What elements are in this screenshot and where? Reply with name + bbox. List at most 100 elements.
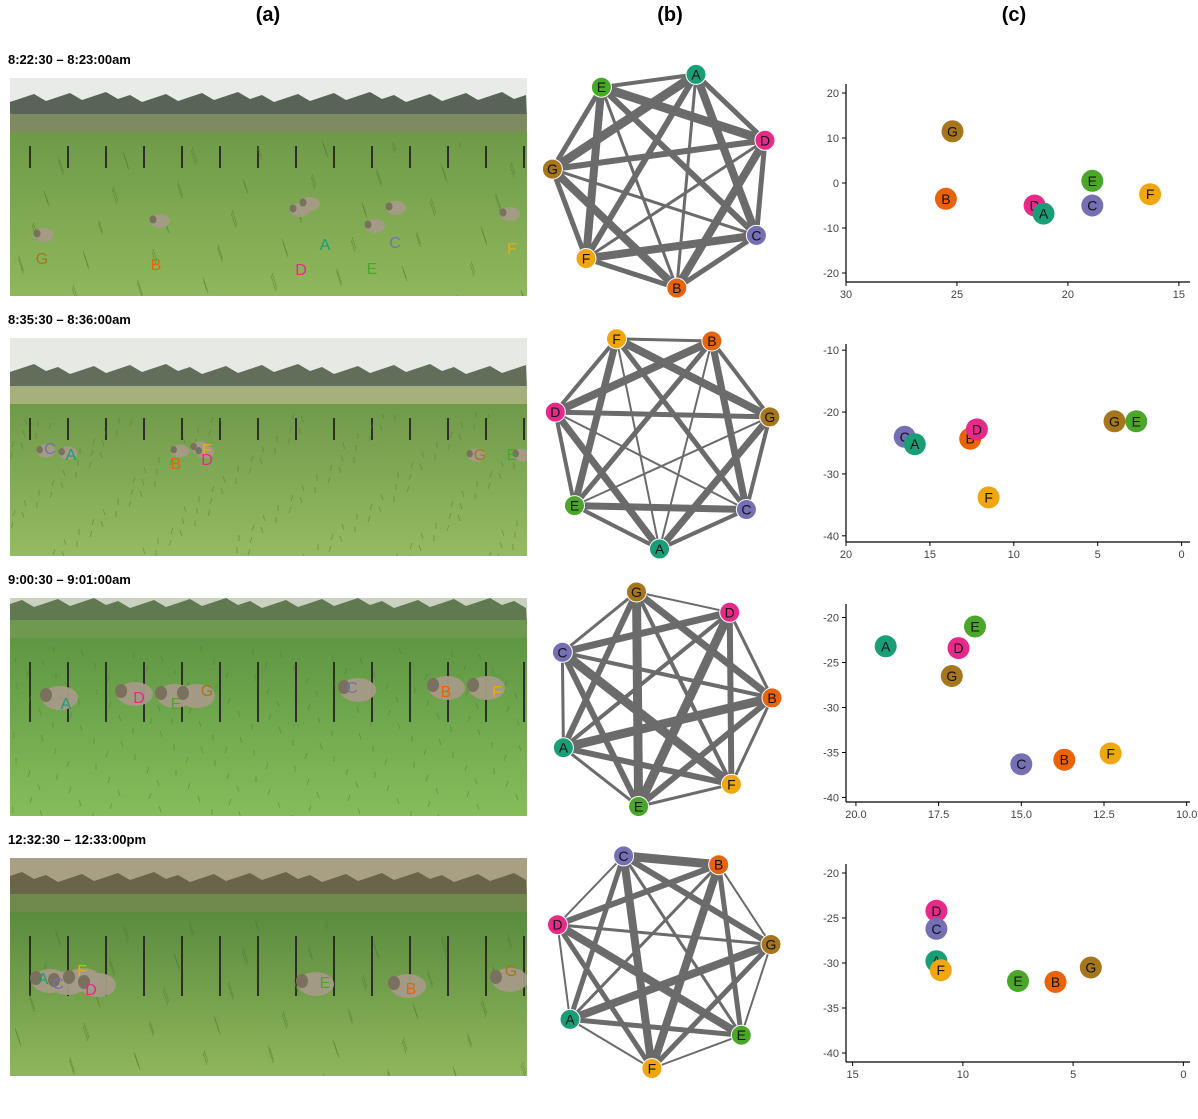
y-tick-label: -25 xyxy=(823,913,839,925)
photo-label: A xyxy=(320,237,331,254)
network-edge xyxy=(753,137,768,238)
x-tick-label: 17.5 xyxy=(928,809,949,821)
network-edge xyxy=(558,608,734,656)
photo-label: D xyxy=(295,262,307,279)
network-node: A xyxy=(649,538,670,560)
y-tick-label: -35 xyxy=(823,1003,839,1015)
network-edge xyxy=(635,694,775,810)
svg-text:F: F xyxy=(612,331,621,347)
y-tick-label: 10 xyxy=(827,133,839,145)
photo-label: G xyxy=(505,963,517,980)
network-edge xyxy=(726,609,735,788)
x-tick-label: 20 xyxy=(840,549,852,561)
network-edge xyxy=(571,335,620,510)
svg-text:G: G xyxy=(947,123,958,139)
network-edge xyxy=(550,167,758,237)
network-edge xyxy=(556,923,571,1021)
network-node: B xyxy=(708,854,730,876)
photo-label: G xyxy=(474,447,486,464)
y-tick-label: -30 xyxy=(823,703,839,715)
svg-text:A: A xyxy=(910,436,920,452)
svg-text:B: B xyxy=(767,690,776,706)
scatter-plot: -20-25-30-35-40151050DCAFEBG xyxy=(800,854,1198,1114)
network-graph: A D C B F G E xyxy=(540,56,800,306)
scatter-plot: 20 10 0 -10 -20 30 25 20 15 G B D A C E F xyxy=(800,74,1198,334)
scatter-point-A: A xyxy=(903,433,926,456)
svg-text:F: F xyxy=(582,251,591,267)
x-tick-label: 0 xyxy=(1179,549,1185,561)
scatter-point-D: D xyxy=(965,418,988,441)
network-node: E xyxy=(628,796,650,817)
network-node: F xyxy=(720,773,742,795)
network-edge xyxy=(551,408,663,553)
network-edge xyxy=(568,863,721,1021)
network-edge xyxy=(555,922,655,1071)
network-edge xyxy=(571,502,750,513)
svg-text:F: F xyxy=(648,1061,657,1077)
network-edge xyxy=(619,851,656,1073)
network-edge xyxy=(559,649,642,810)
network-edge xyxy=(569,1018,653,1070)
scatter-point-A: A xyxy=(874,635,897,658)
photo-label: B xyxy=(406,981,417,998)
network-node: D xyxy=(547,914,568,936)
svg-text:B: B xyxy=(1060,752,1069,768)
svg-text:E: E xyxy=(597,79,606,95)
network-edge xyxy=(549,84,604,172)
svg-text:C: C xyxy=(1087,198,1097,214)
svg-text:A: A xyxy=(565,1011,575,1027)
network-edge xyxy=(560,650,774,700)
network-edge xyxy=(558,693,777,753)
svg-text:F: F xyxy=(1106,745,1115,761)
svg-text:A: A xyxy=(881,638,891,654)
x-tick-label: 15.0 xyxy=(1011,809,1032,821)
x-tick-label: 10.0 xyxy=(1176,809,1197,821)
network-edge xyxy=(561,610,732,750)
network-edge xyxy=(692,70,761,240)
network-edge xyxy=(633,588,776,702)
photo-label: A xyxy=(61,696,72,713)
y-tick-label: -20 xyxy=(823,613,839,625)
svg-text:D: D xyxy=(552,917,562,933)
scatter-point-C: C xyxy=(1010,753,1033,776)
network-graph: B G E F A D C xyxy=(540,836,800,1086)
scatter-point-C: C xyxy=(925,917,948,940)
network-node: G xyxy=(541,158,563,180)
y-tick-label: -40 xyxy=(823,793,839,805)
svg-text:B: B xyxy=(941,191,950,207)
y-tick-label: -20 xyxy=(823,407,839,419)
network-node: E xyxy=(564,495,585,517)
network-edge xyxy=(557,647,736,789)
network-edge xyxy=(547,69,701,174)
svg-text:E: E xyxy=(570,498,579,514)
scatter-point-G: G xyxy=(1103,410,1126,433)
photo-label: G xyxy=(201,683,213,700)
column-label-c: (c) xyxy=(1001,4,1027,26)
time-label: 9:00:30 – 9:01:00am xyxy=(8,572,131,587)
network-edge xyxy=(560,744,735,788)
network-edge xyxy=(649,942,774,1071)
photo-label: E xyxy=(507,447,518,464)
x-tick-label: 12.5 xyxy=(1093,809,1114,821)
network-edge xyxy=(634,590,734,787)
svg-text:F: F xyxy=(984,489,993,505)
column-label-b: (b) xyxy=(657,4,683,26)
photo-label: C xyxy=(44,441,56,458)
x-tick-label: 5 xyxy=(1095,549,1101,561)
y-tick-label: -25 xyxy=(823,658,839,670)
svg-text:G: G xyxy=(1085,960,1096,976)
network-node: C xyxy=(613,845,635,867)
network-edge xyxy=(573,415,771,507)
network-edge xyxy=(596,82,770,145)
network-edge xyxy=(675,72,698,290)
svg-text:E: E xyxy=(737,1027,746,1043)
scatter-point-D: D xyxy=(925,899,948,922)
svg-text:D: D xyxy=(725,604,735,620)
network-node: D xyxy=(544,401,566,423)
network-edge xyxy=(599,85,679,290)
network-edge xyxy=(634,607,735,811)
